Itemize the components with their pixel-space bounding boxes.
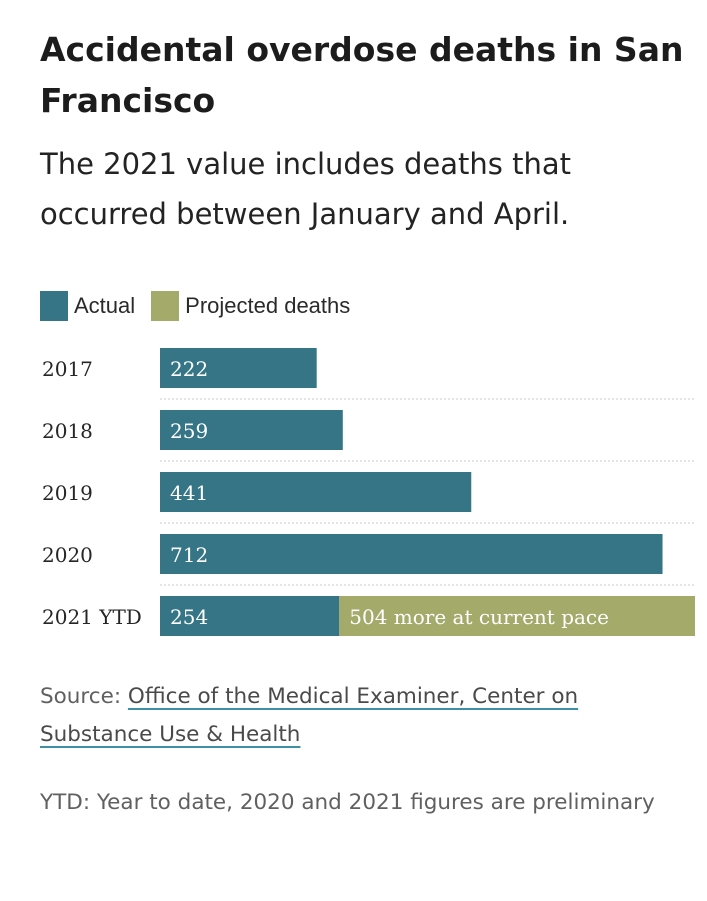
legend-swatch-actual	[40, 291, 68, 321]
legend-item-projected: Projected deaths	[151, 291, 350, 321]
data-label-actual-2018: 259	[170, 419, 208, 443]
bar-actual-2020	[160, 534, 663, 574]
category-label-2019: 2019	[42, 481, 93, 505]
source-prefix: Source:	[40, 684, 128, 709]
bar-actual-2021-ytd	[160, 596, 340, 636]
chart-title: Accidental overdose deaths in San Franci…	[40, 30, 684, 120]
data-label-actual-2019: 441	[170, 481, 208, 505]
category-label-2017: 2017	[42, 357, 93, 381]
chart-subtitle: The 2021 value includes deaths that occu…	[40, 147, 571, 231]
bar-actual-2018	[160, 410, 343, 450]
data-label-projected-deaths-2021-ytd: 504 more at current pace	[349, 605, 609, 629]
category-label-2021-ytd: 2021 YTD	[42, 605, 142, 629]
bar-projected-deaths-2021-ytd	[339, 596, 695, 636]
legend-item-actual: Actual	[40, 291, 135, 321]
bar-actual-2019	[160, 472, 472, 512]
legend-label-projected: Projected deaths	[185, 293, 351, 318]
data-label-actual-2020: 712	[170, 543, 208, 567]
source-link[interactable]: Office of the Medical Examiner, Center o…	[40, 684, 579, 747]
bar-chart: 2017 222 2018 259 2019 441 2020 712 2021 YTD 254 5…	[42, 348, 695, 636]
category-label-2020: 2020	[42, 543, 93, 567]
category-label-2018: 2018	[42, 419, 93, 443]
footnote: YTD: Year to date, 2020 and 2021 figures…	[40, 790, 655, 815]
data-label-actual-2021-ytd: 254	[170, 605, 208, 629]
source-note: Source: Office of the Medical Examiner, …	[40, 678, 680, 754]
data-label-actual-2017: 222	[170, 357, 208, 381]
legend-swatch-projected	[151, 291, 180, 321]
legend: Actual Projected deaths	[40, 290, 366, 322]
legend-label-actual: Actual	[74, 293, 136, 318]
bar-actual-2017	[160, 348, 317, 388]
